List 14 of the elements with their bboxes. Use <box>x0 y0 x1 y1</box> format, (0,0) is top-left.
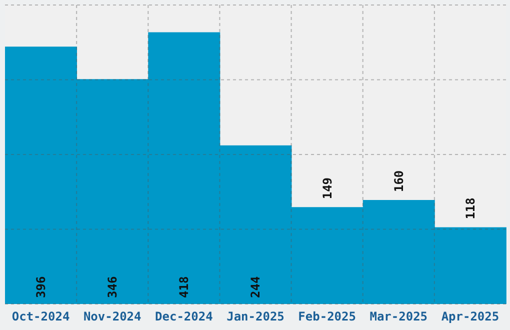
data-label: 346 <box>106 276 120 298</box>
x-tick-label: Feb-2025 <box>298 310 356 324</box>
x-tick-label: Oct-2024 <box>12 310 70 324</box>
data-label: 396 <box>34 276 48 298</box>
data-label: 118 <box>463 198 478 220</box>
x-tick-label: Nov-2024 <box>83 310 142 324</box>
data-label: 160 <box>392 170 406 192</box>
x-tick-label: Jan-2025 <box>226 310 284 324</box>
x-tick-label: Apr-2025 <box>441 310 500 324</box>
x-tick-label: Dec-2024 <box>155 310 213 324</box>
data-label: 418 <box>177 276 192 298</box>
data-label: 244 <box>248 276 263 298</box>
x-tick-label: Mar-2025 <box>370 310 428 324</box>
data-label: 149 <box>320 177 334 200</box>
